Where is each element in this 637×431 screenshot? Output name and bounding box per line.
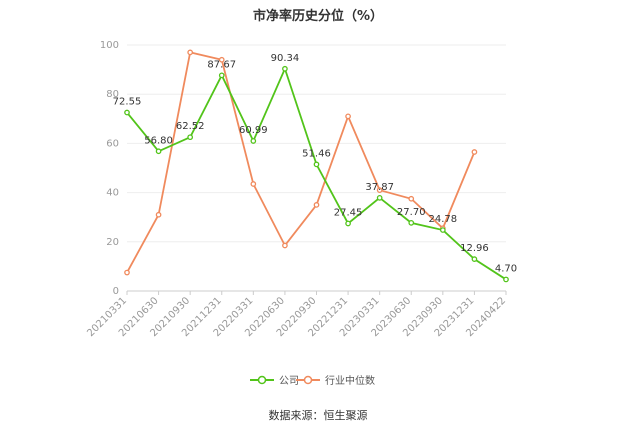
series-line-0	[126, 66, 507, 281]
data-point	[345, 220, 351, 227]
y-tick-label: 60	[106, 138, 119, 149]
data-point	[408, 195, 415, 202]
y-tick-label: 100	[100, 40, 119, 51]
data-point	[187, 49, 194, 56]
data-point	[282, 65, 288, 72]
legend[interactable]: 公司 行业中位数	[250, 374, 375, 387]
data-label: 12.96	[460, 243, 489, 254]
data-point	[345, 113, 351, 120]
chart-title: 市净率历史分位（%）	[253, 8, 383, 24]
data-label: 90.34	[271, 53, 300, 64]
data-point	[503, 276, 509, 283]
legend-marker	[303, 375, 313, 385]
data-point	[250, 138, 257, 144]
data-point	[155, 148, 162, 155]
y-tick-label: 0	[113, 286, 119, 297]
legend-item-label[interactable]: 公司	[279, 376, 299, 387]
data-label: 4.70	[495, 263, 517, 274]
data-point	[313, 202, 320, 208]
data-point	[124, 109, 130, 116]
data-label: 72.55	[113, 97, 142, 108]
data-label: 24.78	[429, 214, 458, 225]
y-axis: 0 20 40 60 80 100	[100, 40, 119, 297]
data-point	[124, 269, 130, 276]
data-point	[313, 161, 320, 168]
source-note: 数据来源：恒生聚源	[269, 408, 368, 422]
series-line-1	[126, 51, 476, 273]
legend-marker	[257, 375, 267, 385]
data-label: 87.67	[207, 59, 236, 70]
y-tick-label: 20	[106, 237, 119, 248]
data-point	[250, 181, 257, 187]
data-label: 27.70	[397, 207, 426, 218]
x-axis: 2021033120210630202109302021123120220331…	[85, 291, 508, 339]
data-point	[155, 211, 162, 218]
data-point	[471, 149, 478, 155]
y-tick-label: 40	[106, 188, 119, 199]
data-point	[282, 242, 288, 249]
y-tick-label: 80	[106, 89, 119, 100]
data-point	[471, 256, 478, 262]
data-point	[376, 187, 383, 193]
data-label: 60.99	[239, 125, 268, 136]
data-point	[187, 134, 194, 141]
data-point	[408, 220, 415, 226]
data-label: 27.45	[334, 207, 363, 218]
data-point	[376, 194, 383, 201]
data-label: 56.80	[144, 135, 173, 146]
data-label: 37.87	[365, 182, 394, 193]
legend-item-label[interactable]: 行业中位数	[325, 374, 375, 387]
data-point	[218, 72, 225, 79]
data-point	[439, 227, 446, 233]
data-label: 51.46	[302, 148, 331, 159]
data-point	[218, 56, 225, 63]
plot-area	[124, 49, 509, 283]
data-label: 62.52	[176, 121, 205, 132]
